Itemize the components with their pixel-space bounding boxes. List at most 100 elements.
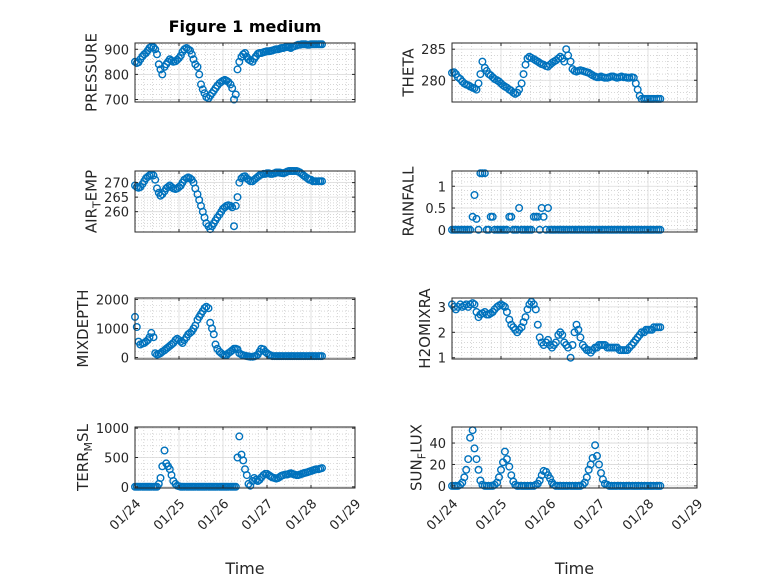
data-point bbox=[226, 201, 235, 210]
data-point bbox=[502, 308, 511, 317]
y-tick-label: 20 bbox=[429, 458, 446, 473]
data-point bbox=[167, 340, 176, 349]
y-axis-label-subscript: T bbox=[90, 201, 103, 209]
data-point bbox=[517, 323, 526, 332]
data-point bbox=[189, 55, 198, 64]
y-tick-label: 0.5 bbox=[425, 202, 446, 217]
data-point bbox=[554, 54, 563, 63]
data-point bbox=[171, 336, 180, 345]
data-point bbox=[209, 330, 218, 339]
data-point bbox=[474, 225, 483, 234]
x-tick-label: 01/25 bbox=[473, 497, 510, 534]
y-tick-label: 1 bbox=[438, 352, 446, 367]
plot-area bbox=[452, 427, 697, 488]
data-point bbox=[158, 70, 167, 79]
data-point bbox=[476, 476, 485, 485]
data-point bbox=[468, 212, 477, 221]
data-point bbox=[231, 201, 240, 210]
y-axis-label-subscript: M bbox=[82, 442, 95, 452]
data-point bbox=[476, 70, 485, 79]
data-point bbox=[515, 203, 524, 212]
data-point bbox=[505, 315, 514, 324]
data-point bbox=[152, 184, 161, 193]
data-point bbox=[176, 51, 185, 60]
y-axis-label-text: SUN bbox=[408, 459, 426, 491]
y-tick-label: 40 bbox=[429, 437, 446, 452]
data-point bbox=[588, 454, 597, 463]
y-axis-label-text: TERR bbox=[74, 451, 92, 492]
panel-2: 280 285 THETA bbox=[399, 42, 698, 103]
data-point bbox=[235, 178, 244, 187]
data-point bbox=[507, 212, 516, 221]
data-point bbox=[480, 169, 489, 178]
data-point bbox=[551, 338, 560, 347]
y-tick-label: 2 bbox=[438, 326, 446, 341]
panel-1: 700 800 900 PRESSURE bbox=[82, 33, 356, 112]
y-axis-label-text: THETA bbox=[399, 48, 417, 98]
y-tick-label: 900 bbox=[104, 43, 129, 58]
y-tick-label: 500 bbox=[104, 452, 129, 467]
data-point bbox=[193, 62, 202, 71]
data-point bbox=[470, 300, 479, 309]
data-point bbox=[474, 465, 483, 474]
data-point bbox=[233, 65, 242, 74]
x-tick-label: 01/27 bbox=[239, 497, 276, 534]
panel-7: 0 500 1000 01/24 01/25 01/26 01/27 01/28 01/29 Ti… bbox=[74, 422, 364, 578]
data-point bbox=[572, 320, 581, 329]
data-point bbox=[529, 300, 538, 309]
data-point bbox=[582, 473, 591, 482]
data-point bbox=[574, 325, 583, 334]
y-tick-label: 2000 bbox=[96, 293, 129, 308]
y-tick-label: 700 bbox=[104, 93, 129, 108]
data-point bbox=[470, 190, 479, 199]
data-point bbox=[500, 447, 509, 456]
y-tick-label: 1000 bbox=[96, 323, 129, 338]
data-point bbox=[558, 330, 567, 339]
data-point bbox=[656, 481, 665, 490]
data-point bbox=[151, 175, 160, 184]
y-tick-label: 1000 bbox=[96, 422, 129, 437]
data-point bbox=[196, 80, 205, 89]
y-tick-label: 260 bbox=[104, 206, 129, 221]
y-axis-label: THETA bbox=[399, 48, 417, 98]
y-axis-label: SUNFLUX bbox=[408, 424, 429, 491]
data-point bbox=[505, 462, 514, 471]
x-tick-label: 01/24 bbox=[107, 497, 144, 534]
x-tick-label: 01/27 bbox=[571, 497, 608, 534]
data-point bbox=[466, 225, 475, 234]
data-point bbox=[231, 482, 240, 491]
data-point bbox=[163, 182, 172, 191]
data-point bbox=[519, 70, 528, 79]
data-point bbox=[239, 456, 248, 465]
data-point bbox=[226, 80, 235, 89]
y-axis-label: MIXDEPTH bbox=[74, 289, 92, 367]
data-point bbox=[149, 43, 158, 52]
y-tick-label: 0 bbox=[121, 352, 129, 367]
figure-title: Figure 1 medium bbox=[169, 17, 322, 36]
data-point bbox=[231, 90, 240, 99]
data-point bbox=[598, 475, 607, 484]
data-point bbox=[240, 49, 249, 58]
data-point bbox=[160, 446, 169, 455]
data-point bbox=[244, 175, 253, 184]
data-point bbox=[656, 323, 665, 332]
data-point bbox=[488, 212, 497, 221]
y-tick-label: 800 bbox=[104, 68, 129, 83]
y-tick-label: 0 bbox=[438, 224, 446, 239]
plot-area bbox=[452, 171, 697, 232]
axes-box bbox=[134, 42, 356, 103]
data-point bbox=[246, 481, 255, 490]
y-axis-label-text: H2OMIXRA bbox=[416, 288, 434, 369]
axes-box bbox=[451, 426, 698, 489]
data-point bbox=[533, 212, 542, 221]
data-point bbox=[195, 70, 204, 79]
data-point bbox=[462, 465, 471, 474]
y-axis-label: AIRTEMP bbox=[82, 170, 103, 233]
data-point bbox=[472, 214, 481, 223]
panel-6: 1 2 3 H2OMIXRA bbox=[416, 288, 698, 369]
data-point bbox=[228, 84, 237, 93]
y-tick-label: 3 bbox=[438, 301, 446, 316]
panel-4: 0 0.5 1 RAINFALL bbox=[399, 166, 698, 239]
data-point bbox=[318, 177, 327, 186]
